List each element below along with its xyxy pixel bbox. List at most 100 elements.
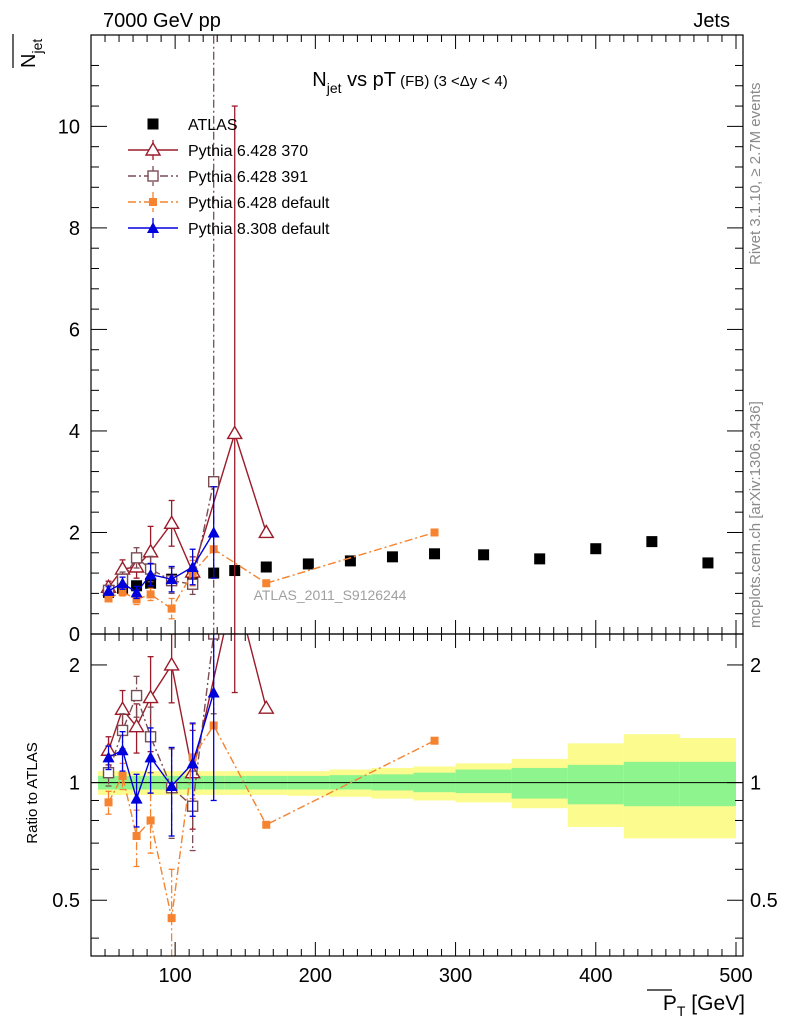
- analysis-watermark: ATLAS_2011_S9126244: [254, 587, 407, 603]
- p8_default-main-point: [207, 526, 220, 538]
- title-fb: (FB): [396, 73, 429, 90]
- title-vs: vs pT: [342, 69, 396, 91]
- p6_370-main-point: [226, 425, 243, 440]
- p6_default-ratio-point: [132, 832, 141, 841]
- atlas-point: [302, 558, 314, 570]
- xlabel-sub: T: [677, 1003, 686, 1019]
- ratio-panel-frame: [90, 633, 744, 957]
- y-tick-label: 2: [69, 522, 80, 544]
- p6_370-main-point: [258, 524, 275, 539]
- ratio-inner-band: [511, 767, 568, 799]
- atlas-point: [429, 548, 441, 560]
- main-panel: ATLAS_2011_S9126244 0 2 4 6 8 10 Njet vs pT (…: [12, 34, 744, 646]
- ratio-y-tick-label-right: 1: [750, 773, 761, 795]
- ratio-axis-title: Ratio to ATLAS: [24, 742, 41, 843]
- rivet-label: Rivet 3.1.10, ≥ 2.7M events: [747, 83, 764, 266]
- p8_default-ratio-point: [186, 757, 199, 769]
- p6_370-ratio-point: [258, 699, 275, 714]
- atlas-point: [344, 555, 356, 567]
- ratio-inner-band: [455, 769, 512, 794]
- p6_default-main-point: [146, 590, 155, 599]
- xlabel-unit: [GeV]: [685, 992, 745, 1015]
- legend-marker-atlas: [147, 118, 159, 130]
- p6_370-ratio-point: [163, 656, 180, 671]
- legend-marker-p8_default: [147, 222, 159, 233]
- ratio-y-tick-label-right: 2: [750, 655, 761, 677]
- p8_default-ratio-point: [165, 780, 178, 792]
- p8_default-main-point: [186, 560, 199, 572]
- atlas-point: [386, 551, 398, 563]
- main-panel-background: [91, 35, 743, 634]
- p6_370-main-point: [163, 514, 180, 530]
- legend-marker-p6_391: [147, 170, 159, 182]
- p8_default-ratio-point: [130, 792, 143, 804]
- p8_default-ratio-point: [144, 751, 157, 763]
- main-data: [100, 35, 714, 634]
- ylabel-n: N: [18, 54, 40, 68]
- y-tick-label: 10: [58, 116, 80, 138]
- mcplots-label: mcplots.cern.ch [arXiv:1306.3436]: [747, 401, 764, 628]
- legend-label-p8_default: Pythia 8.308 default: [188, 221, 330, 238]
- p6_default-ratio-point: [118, 771, 127, 780]
- legend-marker-p6_370: [144, 141, 162, 156]
- p6_default-ratio-point: [146, 816, 155, 825]
- ratio-y-tick-label-right: 0.5: [750, 890, 778, 912]
- p8_default-main-point: [102, 584, 115, 596]
- p6_391-ratio-point: [130, 689, 143, 702]
- ratio-panel: 0.5 0.5 1 1 2 2 100 200 300 400 500 Ratio to ATLAS…: [24, 633, 778, 1019]
- x-tick-label: 100: [158, 965, 191, 987]
- y-tick-label: 8: [69, 218, 80, 240]
- p6_default-ratio-point: [104, 798, 113, 807]
- p6_default-ratio-point: [262, 820, 271, 829]
- x-tick-label: 200: [299, 965, 332, 987]
- ratio-inner-band: [567, 764, 624, 805]
- ratio-inner-band: [623, 761, 680, 807]
- title-sub: jet: [326, 80, 342, 96]
- ratio-y-tick-label: 1: [69, 773, 80, 795]
- p6_default-ratio-point: [167, 914, 176, 923]
- collision-label: 7000 GeV pp: [103, 10, 221, 32]
- p6_default-main-point: [430, 528, 439, 537]
- legend: ATLAS Pythia 6.428 370 Pythia 6.428 391 Pyt…: [128, 117, 330, 238]
- p8_default-ratio-point: [207, 686, 220, 698]
- ratio-axes: 0.5 0.5 1 1 2 2 100 200 300 400 500: [52, 634, 778, 987]
- p8_default-main-point: [116, 577, 129, 589]
- x-tick-label: 300: [439, 965, 472, 987]
- p6_default-main-point: [262, 579, 271, 588]
- x-axis-title-text: PT [GeV]: [663, 992, 745, 1019]
- p6_default-main-point: [167, 604, 176, 613]
- atlas-point: [590, 543, 602, 555]
- p6_370-ratio-point: [142, 689, 159, 704]
- y-axis-title: Njet: [12, 34, 45, 68]
- p8_default-ratio-point: [116, 744, 129, 756]
- y-tick-label: 6: [69, 319, 80, 341]
- legend-label-p6_default: Pythia 6.428 default: [188, 195, 330, 212]
- atlas-point: [646, 536, 658, 548]
- p6_391-main-point: [207, 476, 220, 488]
- atlas-point: [260, 561, 272, 573]
- legend-label-p6_391: Pythia 6.428 391: [188, 169, 308, 186]
- p6_default-main-point: [118, 587, 127, 596]
- ylabel-sub: jet: [29, 39, 45, 55]
- xlabel-p: P: [663, 992, 677, 1015]
- atlas-point: [478, 549, 490, 561]
- main-axes: 0 2 4 6 8 10: [58, 35, 743, 646]
- p8_default-main-point: [144, 568, 157, 580]
- x-tick-label: 400: [579, 965, 612, 987]
- ratio-inner-band: [679, 761, 736, 807]
- y-axis-title-text: Njet: [18, 39, 45, 68]
- p6_391-main-point: [130, 552, 143, 564]
- y-tick-label: 4: [69, 421, 80, 443]
- x-axis-title: PT [GeV]: [647, 989, 745, 1019]
- p6_default-main-point: [132, 595, 141, 604]
- chart-title: Njet vs pT (FB) (3 <Δy < 4): [312, 69, 507, 96]
- atlas-point: [534, 553, 546, 565]
- p6_default-main-point: [104, 594, 113, 603]
- p6_default-ratio-point: [430, 736, 439, 745]
- ratio-y-tick-label: 2: [69, 655, 80, 677]
- legend-label-p6_370: Pythia 6.428 370: [188, 143, 308, 160]
- p6_370-ratio-point: [128, 718, 145, 733]
- jets-label: Jets: [693, 10, 730, 32]
- y-tick-label: 0: [69, 624, 80, 646]
- ratio-y-tick-label: 0.5: [52, 890, 80, 912]
